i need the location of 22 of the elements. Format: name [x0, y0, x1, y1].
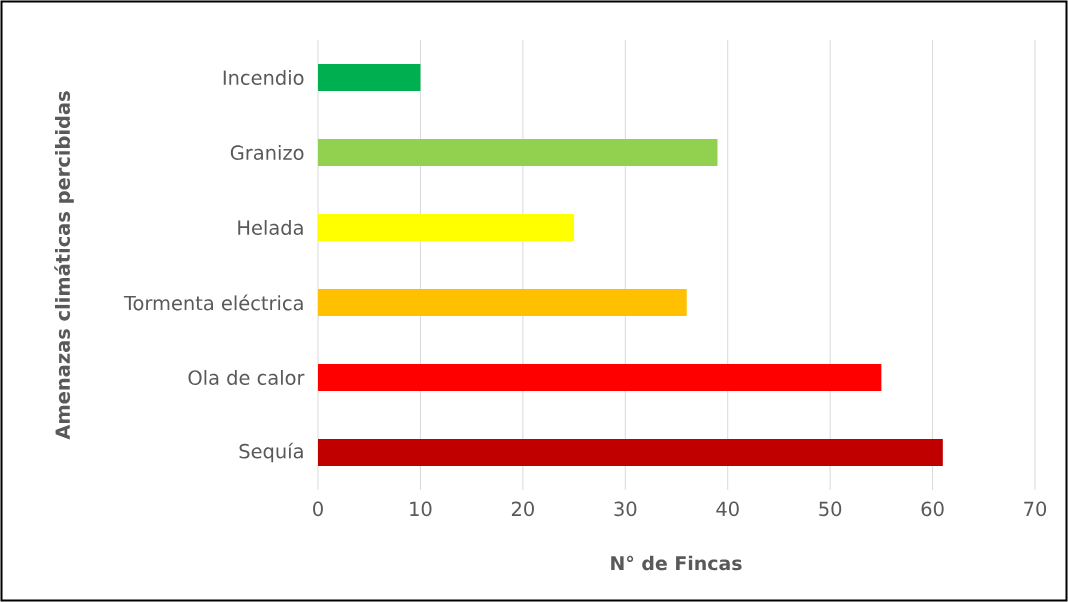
- x-tick-label: 40: [716, 501, 739, 517]
- bar: [318, 63, 421, 91]
- y-axis-title: Amenazas climáticas percibidas: [54, 91, 74, 440]
- bar: [318, 288, 687, 316]
- bar: [318, 363, 882, 391]
- y-tick-label: Sequía: [239, 442, 303, 463]
- bar: [318, 138, 718, 166]
- x-tick-label: 0: [313, 501, 323, 517]
- bar: [318, 438, 943, 466]
- x-tick-label: 60: [921, 501, 944, 517]
- y-tick-label: Granizo: [230, 144, 304, 161]
- x-tick-label: 30: [614, 501, 637, 517]
- y-tick-label: Incendio: [223, 69, 304, 86]
- x-tick-label: 20: [511, 501, 534, 517]
- x-tick-label: 10: [410, 501, 432, 517]
- bar: [318, 213, 575, 241]
- x-axis-title: N° de Fincas: [611, 555, 742, 571]
- y-tick-label: Helada: [238, 219, 303, 236]
- x-tick-label: 70: [1024, 501, 1047, 517]
- y-tick-label: Ola de calor: [188, 369, 305, 386]
- x-tick-label: 50: [819, 501, 842, 517]
- y-tick-label: Tormenta eléctrica: [123, 294, 303, 311]
